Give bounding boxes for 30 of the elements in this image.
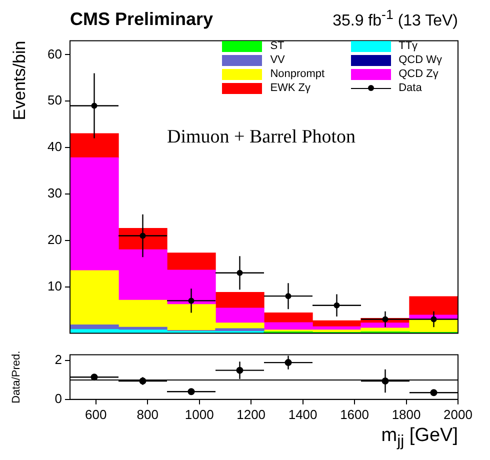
y-tick-label: 40 bbox=[48, 139, 62, 154]
x-tick-label: 1200 bbox=[236, 406, 266, 422]
x-tick-label: 1600 bbox=[340, 406, 369, 422]
y-tick-label: 2 bbox=[54, 352, 62, 368]
y-axis-title: Events/bin bbox=[10, 40, 29, 120]
legend-label: TTγ bbox=[398, 40, 418, 52]
legend-label: QCD Zγ bbox=[398, 68, 438, 80]
y-axis-title: Data/Pred. bbox=[10, 350, 23, 404]
annotation: Dimuon + Barrel Photon bbox=[167, 126, 356, 148]
chart-subtitle: 35.9 fb$^{-1}$ (13 TeV) bbox=[332, 6, 458, 30]
y-tick-label: 30 bbox=[48, 186, 62, 201]
legend-label: Data bbox=[398, 82, 422, 94]
legend-label: EWK Zγ bbox=[270, 82, 311, 94]
x-tick-label: 1000 bbox=[184, 406, 214, 422]
x-tick-label: 600 bbox=[85, 406, 107, 422]
chart-title: CMS Preliminary bbox=[70, 9, 214, 30]
x-axis-title: m$_{jj}$ [GeV] bbox=[380, 425, 459, 450]
legend-label: ST bbox=[270, 40, 284, 52]
legend-label: Nonprompt bbox=[270, 68, 325, 80]
x-tick-label: 1800 bbox=[392, 406, 421, 422]
x-tick-label: 1400 bbox=[288, 406, 318, 422]
legend-label: QCD Wγ bbox=[398, 54, 442, 66]
y-tick-label: 50 bbox=[48, 92, 62, 108]
x-tick-label: 2000 bbox=[444, 406, 472, 422]
y-tick-label: 0 bbox=[54, 390, 62, 406]
x-tick-label: 800 bbox=[136, 406, 158, 422]
y-tick-label: 20 bbox=[48, 232, 62, 247]
y-tick-label: 10 bbox=[48, 278, 62, 294]
y-tick-label: 60 bbox=[48, 46, 62, 62]
legend-label: VV bbox=[270, 54, 285, 66]
